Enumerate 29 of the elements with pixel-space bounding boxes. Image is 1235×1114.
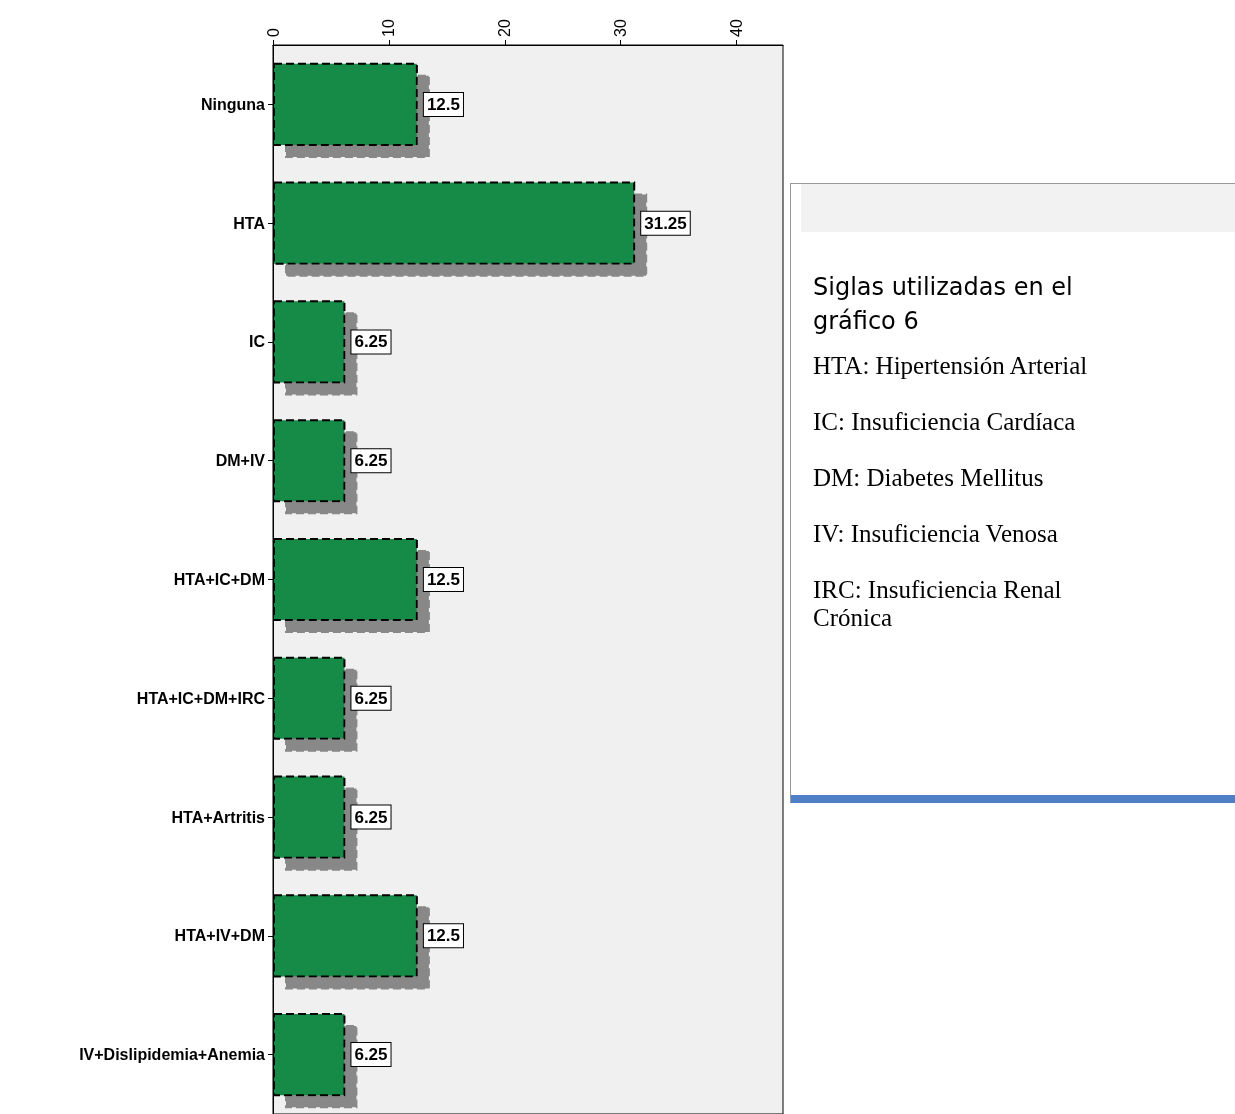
data-label: 12.5	[426, 94, 460, 114]
data-label: 12.5	[426, 926, 460, 946]
data-label: 12.5	[426, 570, 460, 589]
text: DM: Diabetes Mellitus	[813, 464, 1045, 492]
y-tick-label: IC	[249, 333, 266, 351]
y-tick-label: HTA+IC+DM+IRC	[136, 689, 266, 707]
x-tick-label: 40	[728, 19, 746, 37]
data-label: 6.25	[354, 332, 388, 352]
text: IC: Insuficiencia Cardíaca	[813, 408, 1077, 436]
data-label: 6.25	[354, 451, 388, 471]
text: IRC: Insuficiencia Renal Crónica	[813, 576, 1063, 632]
text: Siglas utilizadas en el gráfico 6	[813, 272, 1074, 337]
y-tick-label: IV+Dislipidemia+Anemia	[79, 1046, 266, 1064]
data-label: 6.25	[354, 688, 388, 708]
text: IV: Insuficiencia Venosa	[813, 520, 1059, 548]
data-label: 6.25	[354, 807, 388, 827]
y-tick-label: DM+IV	[215, 452, 266, 470]
data-label: 6.25	[354, 1045, 388, 1065]
x-tick-label: 10	[380, 19, 398, 37]
y-tick-label: HTA+Artritis	[171, 808, 266, 826]
y-tick-label: HTA+IV+DM	[174, 927, 265, 945]
x-tick-label: 30	[612, 19, 630, 37]
text: HTA: Hipertensión Arterial	[813, 352, 1089, 380]
x-tick-label: 0	[264, 28, 282, 37]
data-label: 31.25	[644, 213, 687, 233]
y-tick-label: HTA+IC+DM	[173, 571, 265, 588]
y-tick-label: HTA	[233, 214, 266, 232]
y-tick-label: Ninguna	[201, 95, 266, 113]
x-tick-label: 20	[496, 19, 514, 37]
